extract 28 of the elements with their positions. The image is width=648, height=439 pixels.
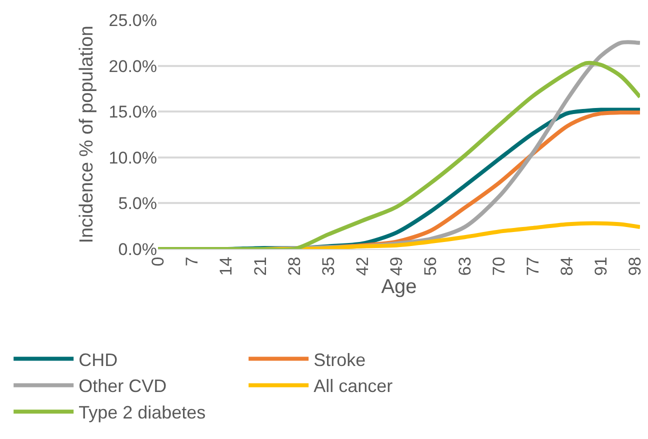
x-tick-label: 7 bbox=[182, 256, 202, 266]
x-tick-label: 56 bbox=[421, 256, 440, 276]
x-tick-label: 84 bbox=[557, 256, 576, 276]
x-tick-label: 0 bbox=[148, 256, 168, 266]
y-tick-label: 15.0% bbox=[108, 102, 157, 122]
y-tick-label: 25.0% bbox=[108, 10, 157, 30]
x-tick-label: 63 bbox=[455, 256, 474, 276]
x-tick-label: 49 bbox=[387, 256, 406, 276]
x-tick-label: 70 bbox=[489, 256, 508, 276]
x-tick-label: 35 bbox=[318, 256, 338, 276]
x-tick-label: 77 bbox=[523, 256, 542, 276]
legend-label: Other CVD bbox=[78, 376, 167, 396]
x-tick-label: 42 bbox=[353, 256, 372, 276]
legend-label: All cancer bbox=[314, 376, 393, 396]
x-tick-label: 21 bbox=[250, 256, 270, 276]
x-axis-title: Age bbox=[381, 276, 417, 298]
y-tick-label: 5.0% bbox=[118, 194, 157, 214]
legend-label: CHD bbox=[78, 350, 118, 370]
legend-label: Stroke bbox=[314, 350, 366, 370]
y-tick-label: 10.0% bbox=[108, 148, 157, 168]
x-tick-label: 14 bbox=[216, 256, 236, 276]
x-tick-label: 28 bbox=[284, 256, 304, 276]
y-tick-label: 20.0% bbox=[108, 56, 157, 76]
y-axis-title: Incidence % of population bbox=[76, 26, 98, 244]
legend-label: Type 2 diabetes bbox=[78, 402, 206, 423]
x-tick-label: 98 bbox=[626, 256, 645, 276]
y-tick-label: 0.0% bbox=[118, 240, 157, 259]
x-tick-label: 91 bbox=[592, 256, 611, 276]
